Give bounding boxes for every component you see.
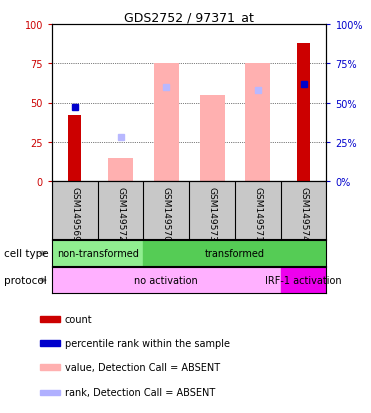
Title: GDS2752 / 97371_at: GDS2752 / 97371_at xyxy=(124,11,254,24)
Bar xyxy=(200,95,225,182)
Text: GSM149573: GSM149573 xyxy=(208,186,217,241)
Text: no activation: no activation xyxy=(134,275,198,285)
Bar xyxy=(281,268,326,293)
Bar xyxy=(297,44,310,182)
Bar xyxy=(52,241,144,266)
Bar xyxy=(40,365,60,370)
Bar xyxy=(68,116,81,182)
Bar xyxy=(52,268,281,293)
Text: value, Detection Call = ABSENT: value, Detection Call = ABSENT xyxy=(65,362,220,372)
Bar xyxy=(40,316,60,322)
Text: cell type: cell type xyxy=(4,249,48,259)
Bar xyxy=(144,241,326,266)
Bar xyxy=(154,64,179,182)
Text: non-transformed: non-transformed xyxy=(57,249,139,259)
Bar xyxy=(108,158,133,182)
Text: count: count xyxy=(65,314,92,324)
Text: GSM149574: GSM149574 xyxy=(299,186,308,241)
Text: GSM149571: GSM149571 xyxy=(253,186,262,241)
Text: GSM149570: GSM149570 xyxy=(162,186,171,241)
Text: transformed: transformed xyxy=(205,249,265,259)
Text: GSM149569: GSM149569 xyxy=(70,186,79,241)
Bar xyxy=(40,390,60,395)
Bar xyxy=(245,64,270,182)
Text: GSM149572: GSM149572 xyxy=(116,186,125,241)
Text: IRF-1 activation: IRF-1 activation xyxy=(265,275,342,285)
Bar xyxy=(40,340,60,346)
Text: percentile rank within the sample: percentile rank within the sample xyxy=(65,338,230,348)
Text: protocol: protocol xyxy=(4,275,46,285)
Text: rank, Detection Call = ABSENT: rank, Detection Call = ABSENT xyxy=(65,387,215,397)
